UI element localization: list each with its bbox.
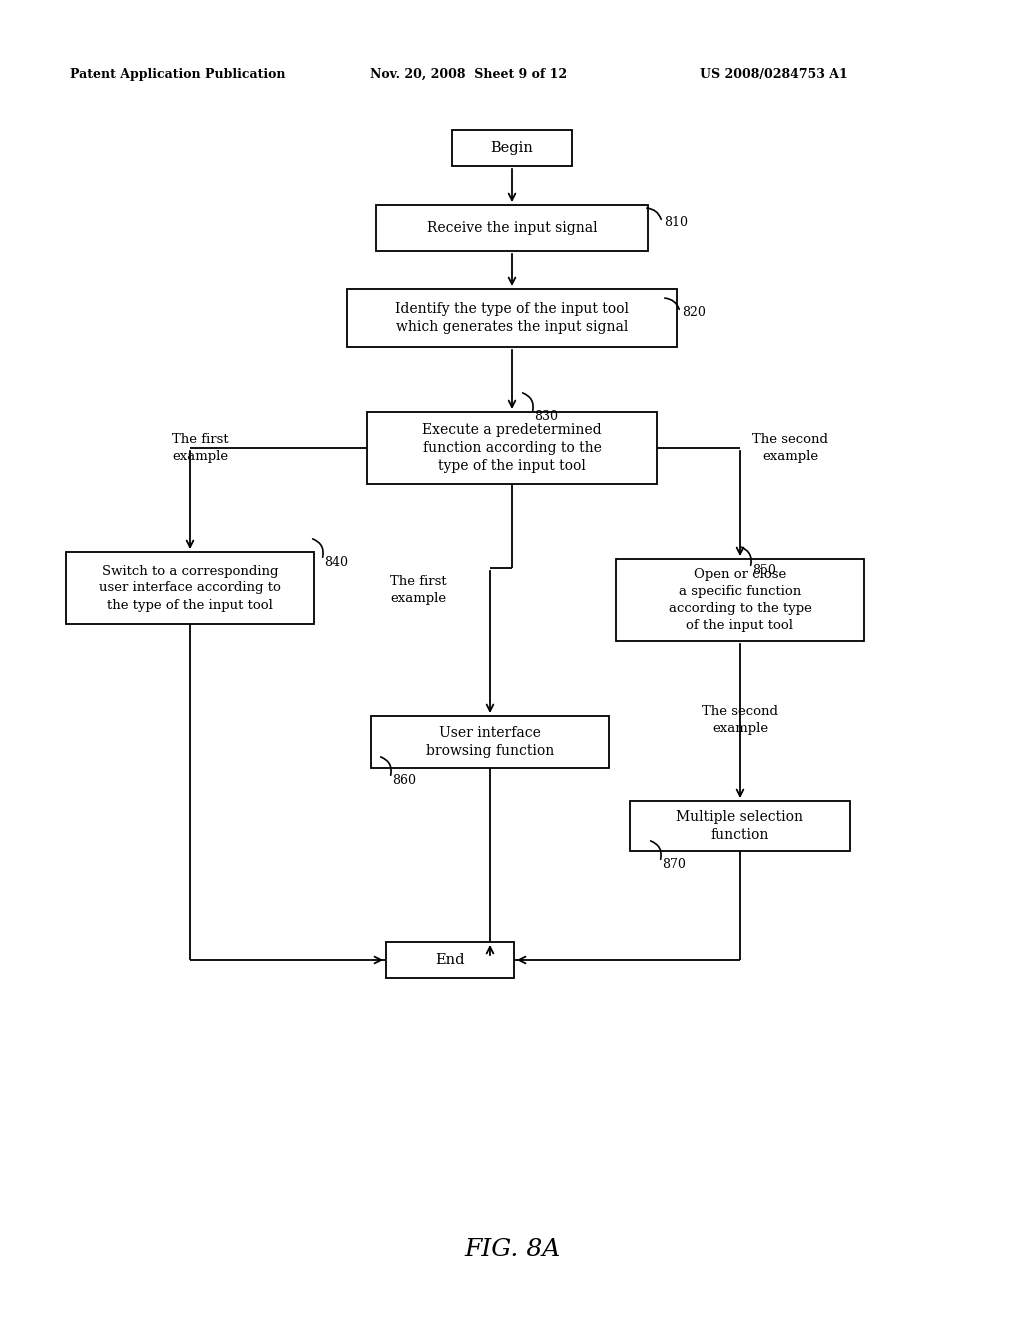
Text: 870: 870 (662, 858, 686, 870)
Text: End: End (435, 953, 465, 968)
FancyBboxPatch shape (386, 942, 514, 978)
FancyBboxPatch shape (452, 129, 572, 166)
Bar (367, 412, 657, 484)
Bar (630, 801, 850, 851)
Bar (371, 715, 609, 768)
Text: The second
example: The second example (752, 433, 828, 463)
Bar (616, 558, 864, 642)
Text: 830: 830 (534, 409, 558, 422)
Text: 820: 820 (682, 305, 706, 318)
Text: User interface
browsing function: User interface browsing function (426, 726, 554, 758)
Text: Nov. 20, 2008  Sheet 9 of 12: Nov. 20, 2008 Sheet 9 of 12 (370, 69, 567, 81)
Text: 850: 850 (752, 564, 776, 577)
Bar (376, 205, 648, 251)
Text: Multiple selection
function: Multiple selection function (677, 809, 804, 842)
Text: The first
example: The first example (172, 433, 228, 463)
Text: FIG. 8A: FIG. 8A (464, 1238, 560, 1262)
Bar (347, 289, 677, 347)
Text: 840: 840 (324, 556, 348, 569)
Text: Begin: Begin (490, 141, 534, 154)
Text: Execute a predetermined
function according to the
type of the input tool: Execute a predetermined function accordi… (422, 422, 602, 474)
Text: US 2008/0284753 A1: US 2008/0284753 A1 (700, 69, 848, 81)
Text: The second
example: The second example (702, 705, 778, 735)
Text: Switch to a corresponding
user interface according to
the type of the input tool: Switch to a corresponding user interface… (99, 565, 281, 611)
Text: Identify the type of the input tool
which generates the input signal: Identify the type of the input tool whic… (395, 302, 629, 334)
Bar (66, 552, 314, 624)
Text: 860: 860 (392, 774, 416, 787)
Text: The first
example: The first example (390, 576, 446, 605)
Text: Receive the input signal: Receive the input signal (427, 220, 597, 235)
Text: Open or close
a specific function
according to the type
of the input tool: Open or close a specific function accord… (669, 568, 811, 632)
Text: 810: 810 (664, 215, 688, 228)
Text: Patent Application Publication: Patent Application Publication (70, 69, 286, 81)
